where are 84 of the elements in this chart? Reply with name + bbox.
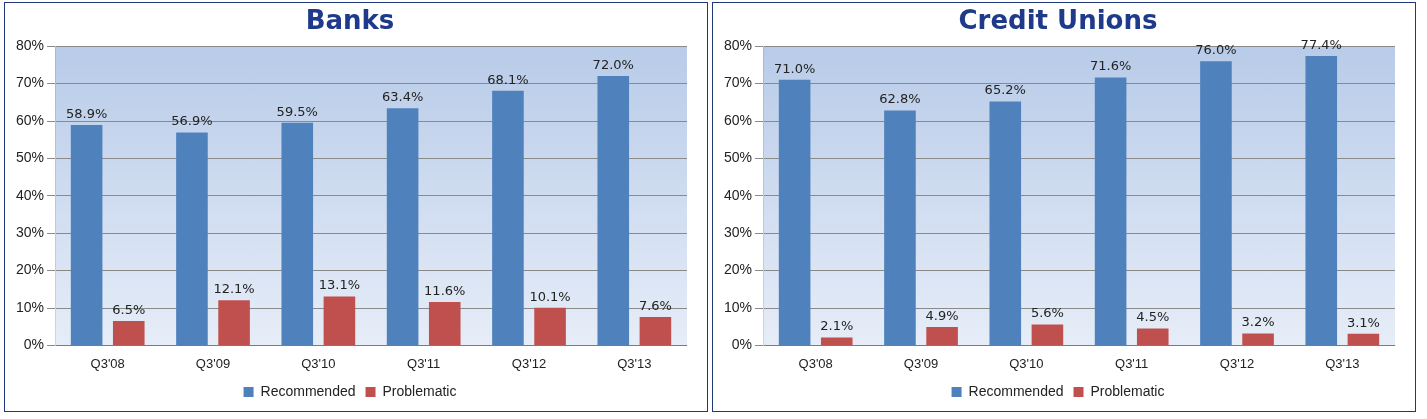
legend-label: Recommended [968, 382, 1064, 399]
bar [323, 296, 356, 345]
bar [70, 125, 103, 345]
bar [989, 101, 1022, 345]
y-tick-label: 30% [723, 224, 753, 241]
y-tick-label: 30% [15, 224, 45, 241]
x-tick-label: Q3'10 [301, 355, 336, 371]
legend-label: Problematic [1090, 382, 1165, 399]
y-tick-label: 10% [15, 298, 45, 315]
legend-label: Recommended [260, 382, 356, 399]
bar [778, 79, 811, 345]
bar [597, 76, 630, 345]
x-tick-label: Q3'12 [1219, 355, 1255, 371]
data-label: 10.1% [529, 288, 571, 304]
y-tick-label: 70% [723, 74, 753, 91]
y-tick-label: 60% [723, 111, 753, 128]
data-label: 4.5% [1136, 309, 1170, 325]
bar [1347, 333, 1380, 345]
data-label: 3.2% [1241, 314, 1275, 330]
data-label: 77.4% [1300, 36, 1342, 52]
data-label: 3.1% [1346, 314, 1380, 330]
data-label: 11.6% [424, 282, 466, 298]
data-label: 12.1% [213, 281, 255, 297]
y-tick-label: 0% [731, 336, 753, 353]
data-label: 72.0% [592, 57, 634, 72]
y-tick-label: 40% [15, 186, 45, 203]
data-label: 13.1% [318, 277, 361, 293]
x-tick-label: Q3'09 [903, 355, 939, 371]
x-tick-label: Q3'11 [407, 355, 441, 371]
x-tick-label: Q3'13 [617, 355, 652, 371]
data-label: 65.2% [984, 82, 1026, 98]
y-tick-label: 0% [23, 336, 45, 353]
bar [112, 321, 145, 345]
x-tick-label: Q3'12 [511, 355, 547, 371]
data-label: 63.4% [381, 89, 424, 105]
y-tick-label: 20% [15, 261, 45, 278]
x-tick-label: Q3'08 [798, 355, 833, 371]
y-tick-label: 80% [723, 37, 753, 54]
y-tick-label: 80% [15, 37, 45, 54]
y-tick-label: 50% [723, 149, 753, 166]
bar [281, 122, 314, 345]
bar [639, 316, 672, 345]
data-label: 62.8% [879, 91, 921, 107]
data-label: 7.6% [638, 297, 672, 313]
x-tick-label: Q3'08 [90, 355, 125, 371]
data-label: 76.0% [1195, 42, 1237, 58]
legend-label: Problematic [382, 382, 457, 399]
bar [926, 327, 958, 345]
bar [1305, 55, 1338, 345]
bar [1094, 77, 1127, 345]
data-label: 56.9% [171, 113, 213, 129]
bar [176, 132, 208, 345]
y-tick-label: 40% [723, 186, 753, 203]
y-tick-label: 20% [723, 261, 753, 278]
y-tick-label: 70% [15, 74, 45, 91]
bar [218, 300, 250, 345]
bar [386, 108, 419, 345]
data-label: 6.5% [112, 301, 146, 317]
x-tick-label: Q3'11 [1115, 355, 1149, 371]
chart-title: Banks [305, 5, 395, 36]
bar [1031, 324, 1064, 345]
data-label: 71.6% [1089, 58, 1132, 74]
x-tick-label: Q3'13 [1325, 355, 1360, 371]
bar [534, 307, 566, 345]
bar [1242, 333, 1274, 345]
data-label: 5.6% [1030, 305, 1064, 321]
bar [1136, 328, 1169, 345]
y-tick-label: 50% [15, 149, 45, 166]
bar [820, 337, 853, 345]
data-label: 59.5% [276, 103, 318, 119]
x-tick-label: Q3'10 [1009, 355, 1044, 371]
bar [1200, 61, 1232, 345]
data-label: 71.0% [773, 60, 816, 76]
bar [428, 302, 461, 345]
data-label: 4.9% [925, 307, 959, 323]
bar [492, 90, 524, 345]
x-tick-label: Q3'09 [195, 355, 231, 371]
data-label: 2.1% [820, 318, 854, 334]
chart-title: Credit Unions [958, 5, 1158, 36]
data-label: 68.1% [487, 71, 529, 87]
data-label: 58.9% [65, 105, 108, 121]
y-tick-label: 10% [723, 298, 753, 315]
y-tick-label: 60% [15, 111, 45, 128]
bar [884, 110, 916, 345]
